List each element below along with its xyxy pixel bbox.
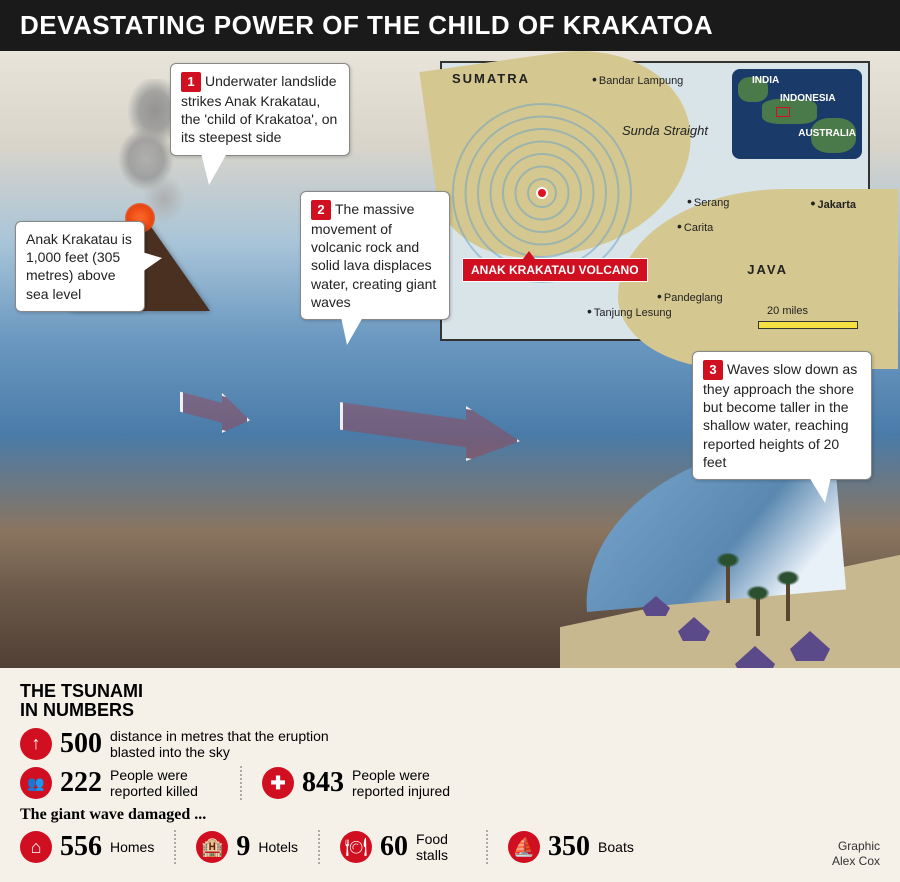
stat-killed-num: 222 (60, 767, 102, 799)
stat-injured-label: People were reported injured (352, 767, 462, 799)
flow-arrow-2 (340, 388, 520, 468)
map-scale-label: 20 miles (767, 305, 808, 317)
step-badge-1: 1 (181, 72, 201, 92)
palm-tree (726, 563, 730, 603)
stat-hotels-num: 9 (236, 831, 250, 863)
globe-india: INDIA (752, 75, 779, 86)
header-title: DEVASTATING POWER OF THE CHILD OF KRAKAT… (20, 10, 713, 40)
stat-food: 🍽 60 Food stalls (340, 831, 466, 863)
header-bar: DEVASTATING POWER OF THE CHILD OF KRAKAT… (0, 0, 900, 51)
map-city-serang: Serang (687, 193, 729, 209)
map-city-carita: Carita (677, 218, 713, 234)
people-icon: 👥 (20, 767, 52, 799)
stat-hotels: 🏨 9 Hotels (196, 831, 298, 863)
stat-hotels-label: Hotels (258, 839, 298, 855)
stat-injured-num: 843 (302, 767, 344, 799)
stat-blast: ↑ 500 distance in metres that the erupti… (20, 728, 330, 760)
stat-homes-label: Homes (110, 839, 154, 855)
map-strait: Sunda Straight (622, 123, 708, 138)
stat-killed: 👥 222 People were reported killed (20, 767, 220, 799)
divider (174, 830, 176, 864)
palm-tree (756, 596, 760, 636)
cross-icon: ✚ (262, 767, 294, 799)
map-volcano-dot (536, 187, 548, 199)
boat-icon: ⛵ (508, 831, 540, 863)
home-icon: ⌂ (20, 831, 52, 863)
stat-blast-label: distance in metres that the eruption bla… (110, 728, 330, 760)
map-city-bandar: Bandar Lampung (592, 71, 683, 87)
map-globe-inset: INDIA INDONESIA AUSTRALIA (732, 69, 862, 159)
map-city-pandeglang: Pandeglang (657, 288, 723, 304)
stat-blast-num: 500 (60, 728, 102, 760)
diagram-area: ANAK KRAKATAU VOLCANO SUMATRA JAVA Sunda… (0, 51, 900, 691)
credit: GraphicAlex Cox (832, 839, 880, 868)
stat-boats-num: 350 (548, 831, 590, 863)
callout-step-1: 1Underwater landslide strikes Anak Kraka… (170, 63, 350, 156)
plate-icon: 🍽 (340, 831, 372, 863)
stat-boats: ⛵ 350 Boats (508, 831, 634, 863)
stat-boats-label: Boats (598, 839, 634, 855)
damaged-subhead: The giant wave damaged ... (20, 806, 880, 824)
stat-food-label: Food stalls (416, 831, 466, 863)
map-region-java: JAVA (747, 262, 788, 277)
stats-panel: THE TSUNAMIIN NUMBERS ↑ 500 distance in … (0, 668, 900, 882)
map-region-sumatra: SUMATRA (452, 71, 530, 86)
palm-tree (786, 581, 790, 621)
callout-step-2: 2The massive movement of volcanic rock a… (300, 191, 450, 320)
map-inset: ANAK KRAKATAU VOLCANO SUMATRA JAVA Sunda… (440, 61, 870, 341)
stat-killed-label: People were reported killed (110, 767, 220, 799)
globe-indonesia: INDONESIA (780, 93, 836, 104)
map-city-tanjung: Tanjung Lesung (587, 303, 672, 319)
step-badge-3: 3 (703, 360, 723, 380)
step-badge-2: 2 (311, 200, 331, 220)
callout-height-text: Anak Krakatau is 1,000 feet (305 metres)… (26, 231, 132, 302)
hotel-icon: 🏨 (196, 831, 228, 863)
map-volcano-tag: ANAK KRAKATAU VOLCANO (462, 258, 648, 282)
globe-australia: AUSTRALIA (798, 128, 856, 139)
divider (240, 766, 242, 800)
arrow-up-icon: ↑ (20, 728, 52, 760)
callout-step1-text: Underwater landslide strikes Anak Krakat… (181, 73, 337, 145)
callout-step3-text: Waves slow down as they approach the sho… (703, 361, 857, 470)
divider (318, 830, 320, 864)
divider (486, 830, 488, 864)
stat-food-num: 60 (380, 831, 408, 863)
callout-step-3: 3Waves slow down as they approach the sh… (692, 351, 872, 480)
callout-height: Anak Krakatau is 1,000 feet (305 metres)… (15, 221, 145, 312)
map-scale-bar (758, 321, 858, 329)
stats-title: THE TSUNAMIIN NUMBERS (20, 682, 880, 720)
stat-homes: ⌂ 556 Homes (20, 831, 154, 863)
flow-arrow-1 (180, 382, 250, 441)
stat-homes-num: 556 (60, 831, 102, 863)
map-java-land (618, 189, 898, 369)
map-city-jakarta: Jakarta (811, 195, 856, 211)
stat-injured: ✚ 843 People were reported injured (262, 767, 462, 799)
